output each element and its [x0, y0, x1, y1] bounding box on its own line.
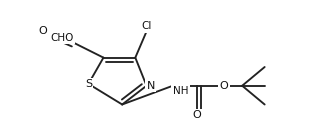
Text: Cl: Cl — [141, 21, 152, 31]
Text: CHO: CHO — [50, 33, 73, 43]
Text: N: N — [147, 81, 155, 91]
Text: S: S — [85, 79, 92, 89]
Text: O: O — [193, 110, 202, 120]
Text: O: O — [38, 26, 47, 36]
Text: NH: NH — [173, 86, 188, 96]
Text: O: O — [220, 81, 228, 91]
